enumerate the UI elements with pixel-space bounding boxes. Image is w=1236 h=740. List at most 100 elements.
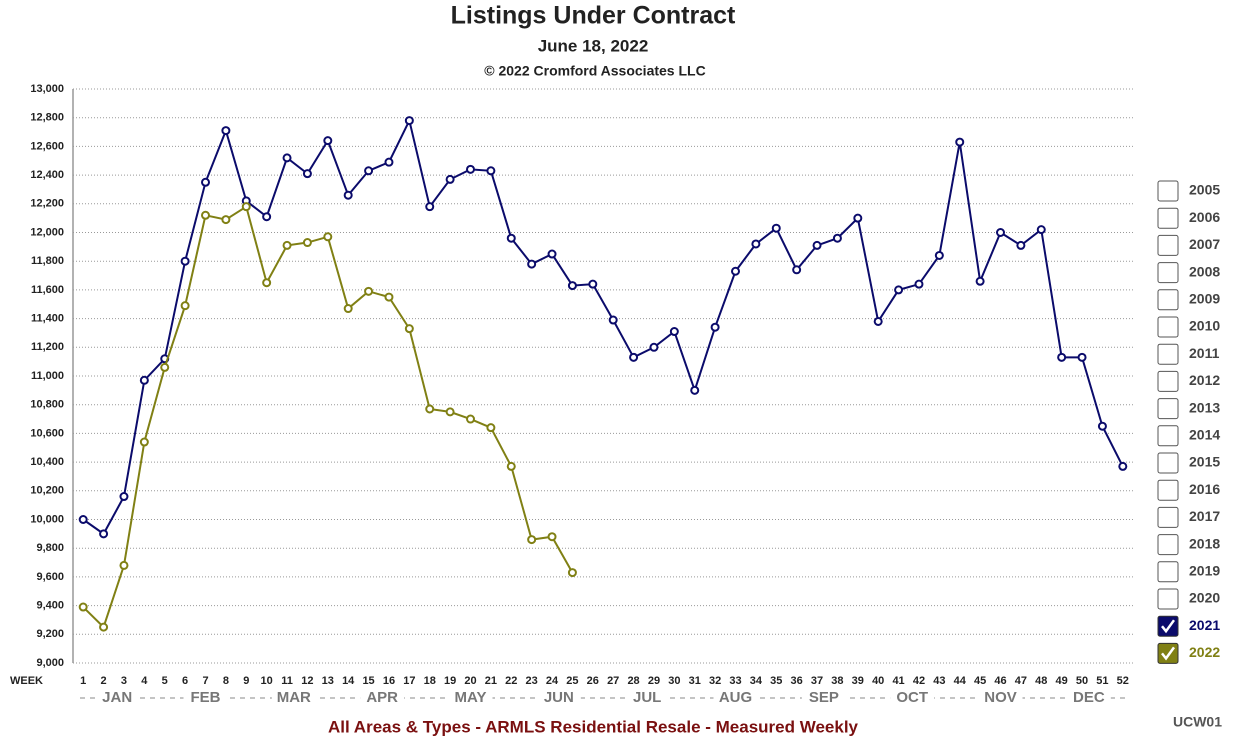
legend-checkbox[interactable] [1157,234,1179,256]
legend-checkbox[interactable] [1157,343,1179,365]
legend-checkbox[interactable] [1157,425,1179,447]
legend-label[interactable]: 2020 [1189,590,1220,606]
legend-checkbox[interactable] [1157,615,1179,637]
legend-label[interactable]: 2013 [1189,399,1220,415]
data-point [160,362,170,372]
data-point [567,568,577,578]
data-point [221,126,231,136]
legend-label[interactable]: 2008 [1189,263,1220,279]
y-tick-label: 12,600 [30,140,64,152]
legend-label[interactable]: 2018 [1189,535,1220,551]
legend-label[interactable]: 2022 [1189,644,1220,660]
x-tick-label: 2 [101,675,107,687]
x-tick-label: 35 [770,675,782,687]
data-point [996,228,1005,237]
month-label: JAN [102,689,132,706]
data-point [180,256,190,266]
month-label-bg [801,689,846,707]
x-tick-label: 17 [403,675,415,687]
data-point [894,285,904,295]
copyright: © 2022 Cromford Associates LLC [484,63,705,79]
legend-label[interactable]: 2015 [1189,454,1220,470]
y-tick-label: 11,400 [31,313,64,325]
x-tick-label: 14 [342,675,355,687]
legend-checkbox[interactable] [1157,479,1179,501]
data-point [262,278,272,288]
legend-label[interactable]: 2011 [1189,345,1220,361]
legend-checkbox[interactable] [1157,398,1179,420]
legend-label[interactable]: 2016 [1189,481,1220,497]
month-label: AUG [719,689,752,706]
data-point [669,327,679,337]
legend-label[interactable]: 2006 [1189,209,1220,225]
y-tick-label: 10,200 [30,485,64,497]
month-label: SEP [809,689,839,706]
legend-checkbox[interactable] [1157,561,1179,583]
data-point [506,233,516,243]
legend-checkbox[interactable] [1157,642,1179,664]
legend-label[interactable]: 2017 [1189,508,1220,524]
x-tick-label: 27 [607,675,619,687]
data-point [282,153,292,163]
data-point [1036,225,1046,235]
footer: All Areas & Types - ARMLS Residential Re… [328,717,859,736]
legend-checkbox[interactable] [1157,588,1179,610]
data-point [201,177,210,187]
legend-checkbox[interactable] [1157,289,1179,311]
legend-label[interactable]: 2021 [1189,617,1220,633]
legend-label[interactable]: 2005 [1189,182,1220,198]
x-tick-label: 5 [162,675,168,687]
y-tick-label: 9,600 [36,571,64,583]
legend-label[interactable]: 2014 [1189,427,1220,443]
y-tick-label: 10,000 [30,513,64,525]
legend-checkbox[interactable] [1157,452,1179,474]
data-point [343,304,353,314]
data-point [710,322,720,332]
x-tick-label: 37 [811,675,823,687]
y-tick-label: 10,400 [30,456,64,468]
month-label-bg [1066,689,1111,707]
data-point [1118,461,1128,471]
data-point [731,266,740,276]
x-tick-label: 47 [1015,675,1027,687]
legend-checkbox[interactable] [1157,506,1179,528]
legend-label[interactable]: 2019 [1189,563,1220,579]
data-point [404,324,414,334]
legend-checkbox[interactable] [1157,534,1179,556]
legend-checkbox[interactable] [1157,180,1179,202]
legend-label[interactable]: 2012 [1189,372,1220,388]
legend-label[interactable]: 2009 [1189,291,1220,307]
data-point [547,249,557,259]
x-tick-label: 31 [689,675,701,687]
legend-label[interactable]: 2007 [1189,236,1220,252]
legend-checkbox[interactable] [1157,262,1179,284]
month-label-bg [713,689,758,707]
legend-check [1161,619,1176,634]
x-tick-label: 45 [974,675,986,687]
x-tick-label: 32 [709,675,721,687]
legend-label[interactable]: 2010 [1189,318,1220,334]
data-point [792,265,802,275]
x-tick-label: 39 [852,675,864,687]
data-point [425,202,435,212]
legend-checkbox[interactable] [1157,316,1179,338]
data-point [486,166,496,176]
data-point [588,279,598,289]
legend-checkbox[interactable] [1157,370,1179,392]
data-point [425,404,435,414]
x-tick-label: 13 [322,675,334,687]
x-tick-label: 4 [141,675,148,687]
y-tick-label: 12,800 [30,112,64,124]
month-label: NOV [984,689,1017,706]
x-tick-label: 51 [1096,675,1108,687]
x-tick-label: 24 [546,675,559,687]
month-label: MAR [277,689,311,706]
x-tick-label: 50 [1076,675,1088,687]
x-tick-label: 11 [281,675,293,687]
month-label: FEB [191,689,221,706]
data-point [323,232,333,242]
data-point [323,136,333,146]
y-tick-label: 12,000 [30,226,64,238]
legend-checkbox[interactable] [1157,207,1179,229]
